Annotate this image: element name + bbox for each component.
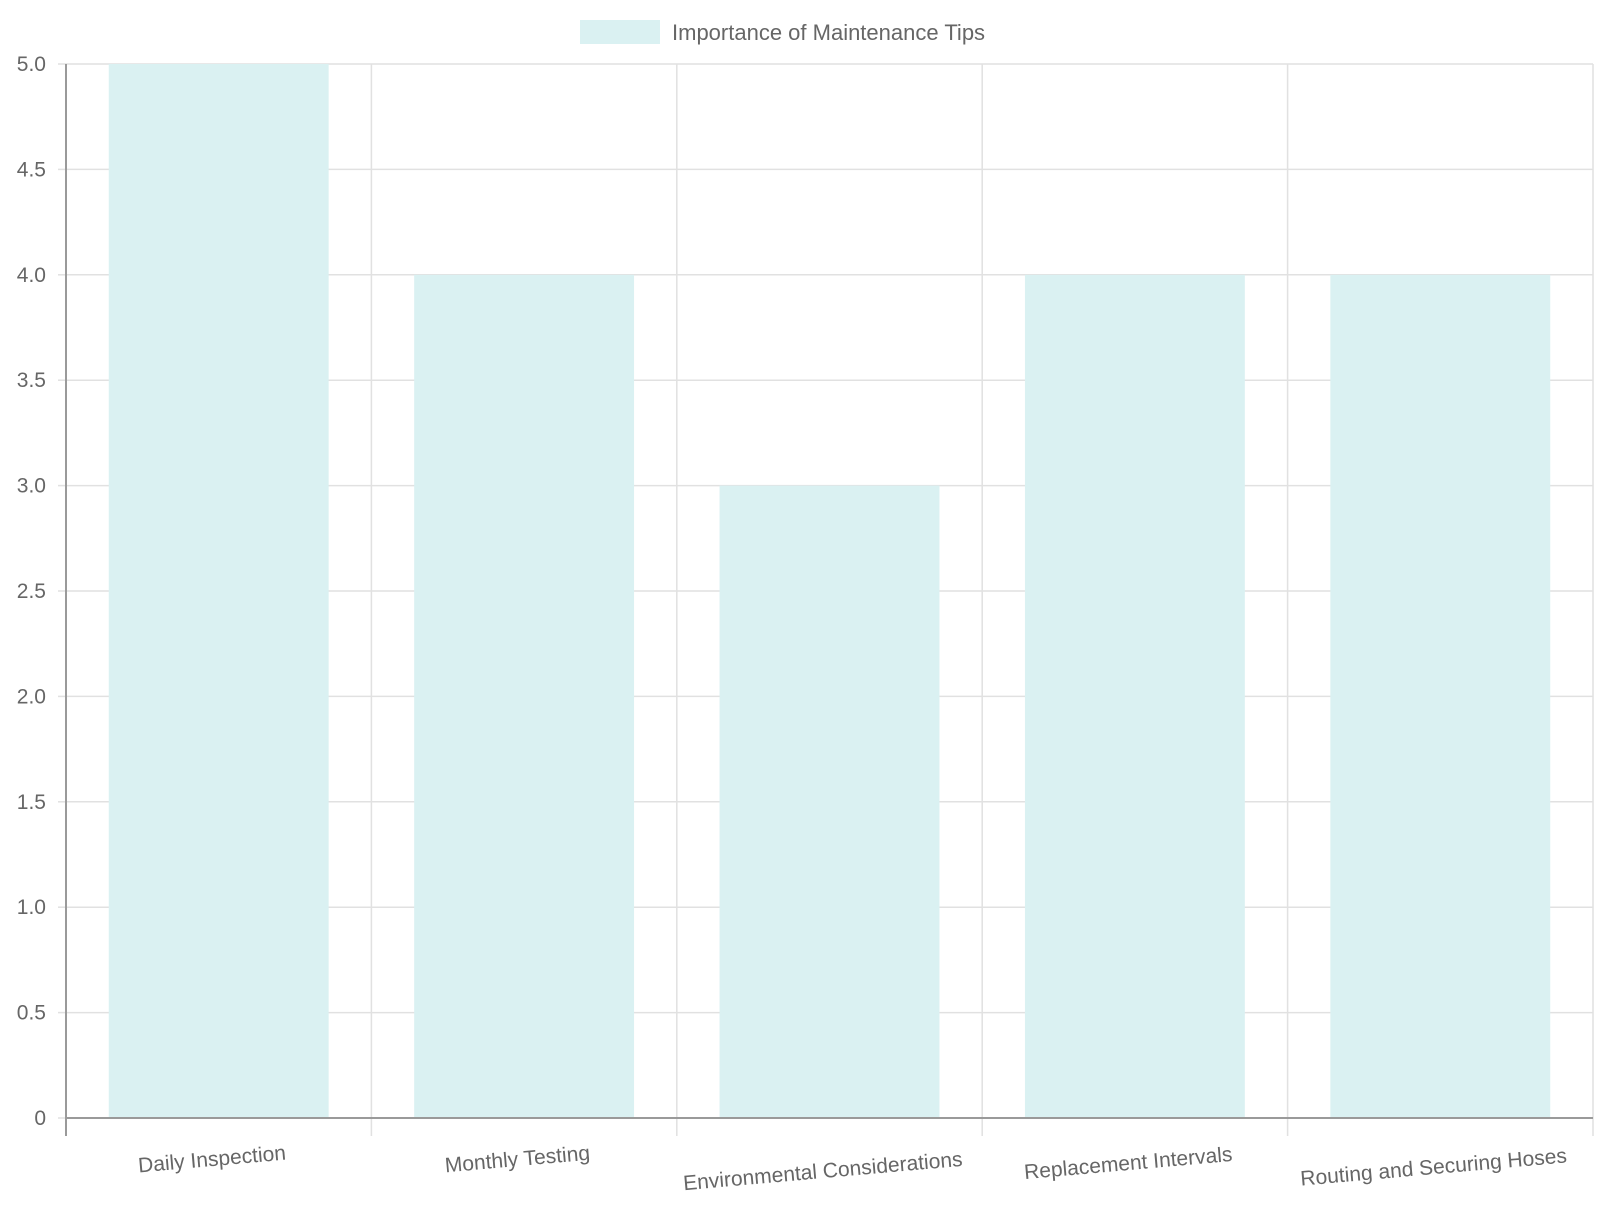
bar-daily-inspection[interactable] [108, 64, 329, 1118]
y-tick-label: 5.0 [17, 53, 46, 76]
bar-environmental-considerations[interactable] [719, 485, 940, 1119]
legend-swatch[interactable] [580, 20, 660, 44]
bar-monthly-testing[interactable] [414, 274, 635, 1118]
y-tick-label: 2.5 [17, 580, 46, 603]
y-tick-label: 3.0 [17, 475, 46, 498]
bars [108, 64, 1551, 1119]
bar-replacement-intervals[interactable] [1024, 274, 1245, 1118]
y-tick-label: 2.0 [17, 685, 46, 708]
y-tick-label: 4.0 [17, 264, 46, 287]
y-tick-label: 1.5 [17, 791, 46, 814]
y-tick-label: 3.5 [17, 369, 46, 392]
legend[interactable]: Importance of Maintenance Tips [580, 20, 985, 45]
x-tick-label: Replacement Intervals [1023, 1143, 1233, 1184]
y-tick-label: 1.0 [17, 896, 46, 919]
y-tick-label: 4.5 [17, 158, 46, 181]
bar-routing-and-securing-hoses[interactable] [1330, 274, 1551, 1118]
x-tick-label: Monthly Testing [444, 1142, 591, 1178]
x-tick-label: Environmental Considerations [682, 1148, 963, 1195]
y-tick-label: 0.5 [17, 1002, 46, 1025]
legend-label[interactable]: Importance of Maintenance Tips [672, 20, 985, 45]
x-tick-label: Daily Inspection [137, 1142, 287, 1178]
x-tick-label: Routing and Securing Hoses [1299, 1144, 1567, 1190]
y-tick-label: 0 [34, 1107, 46, 1130]
